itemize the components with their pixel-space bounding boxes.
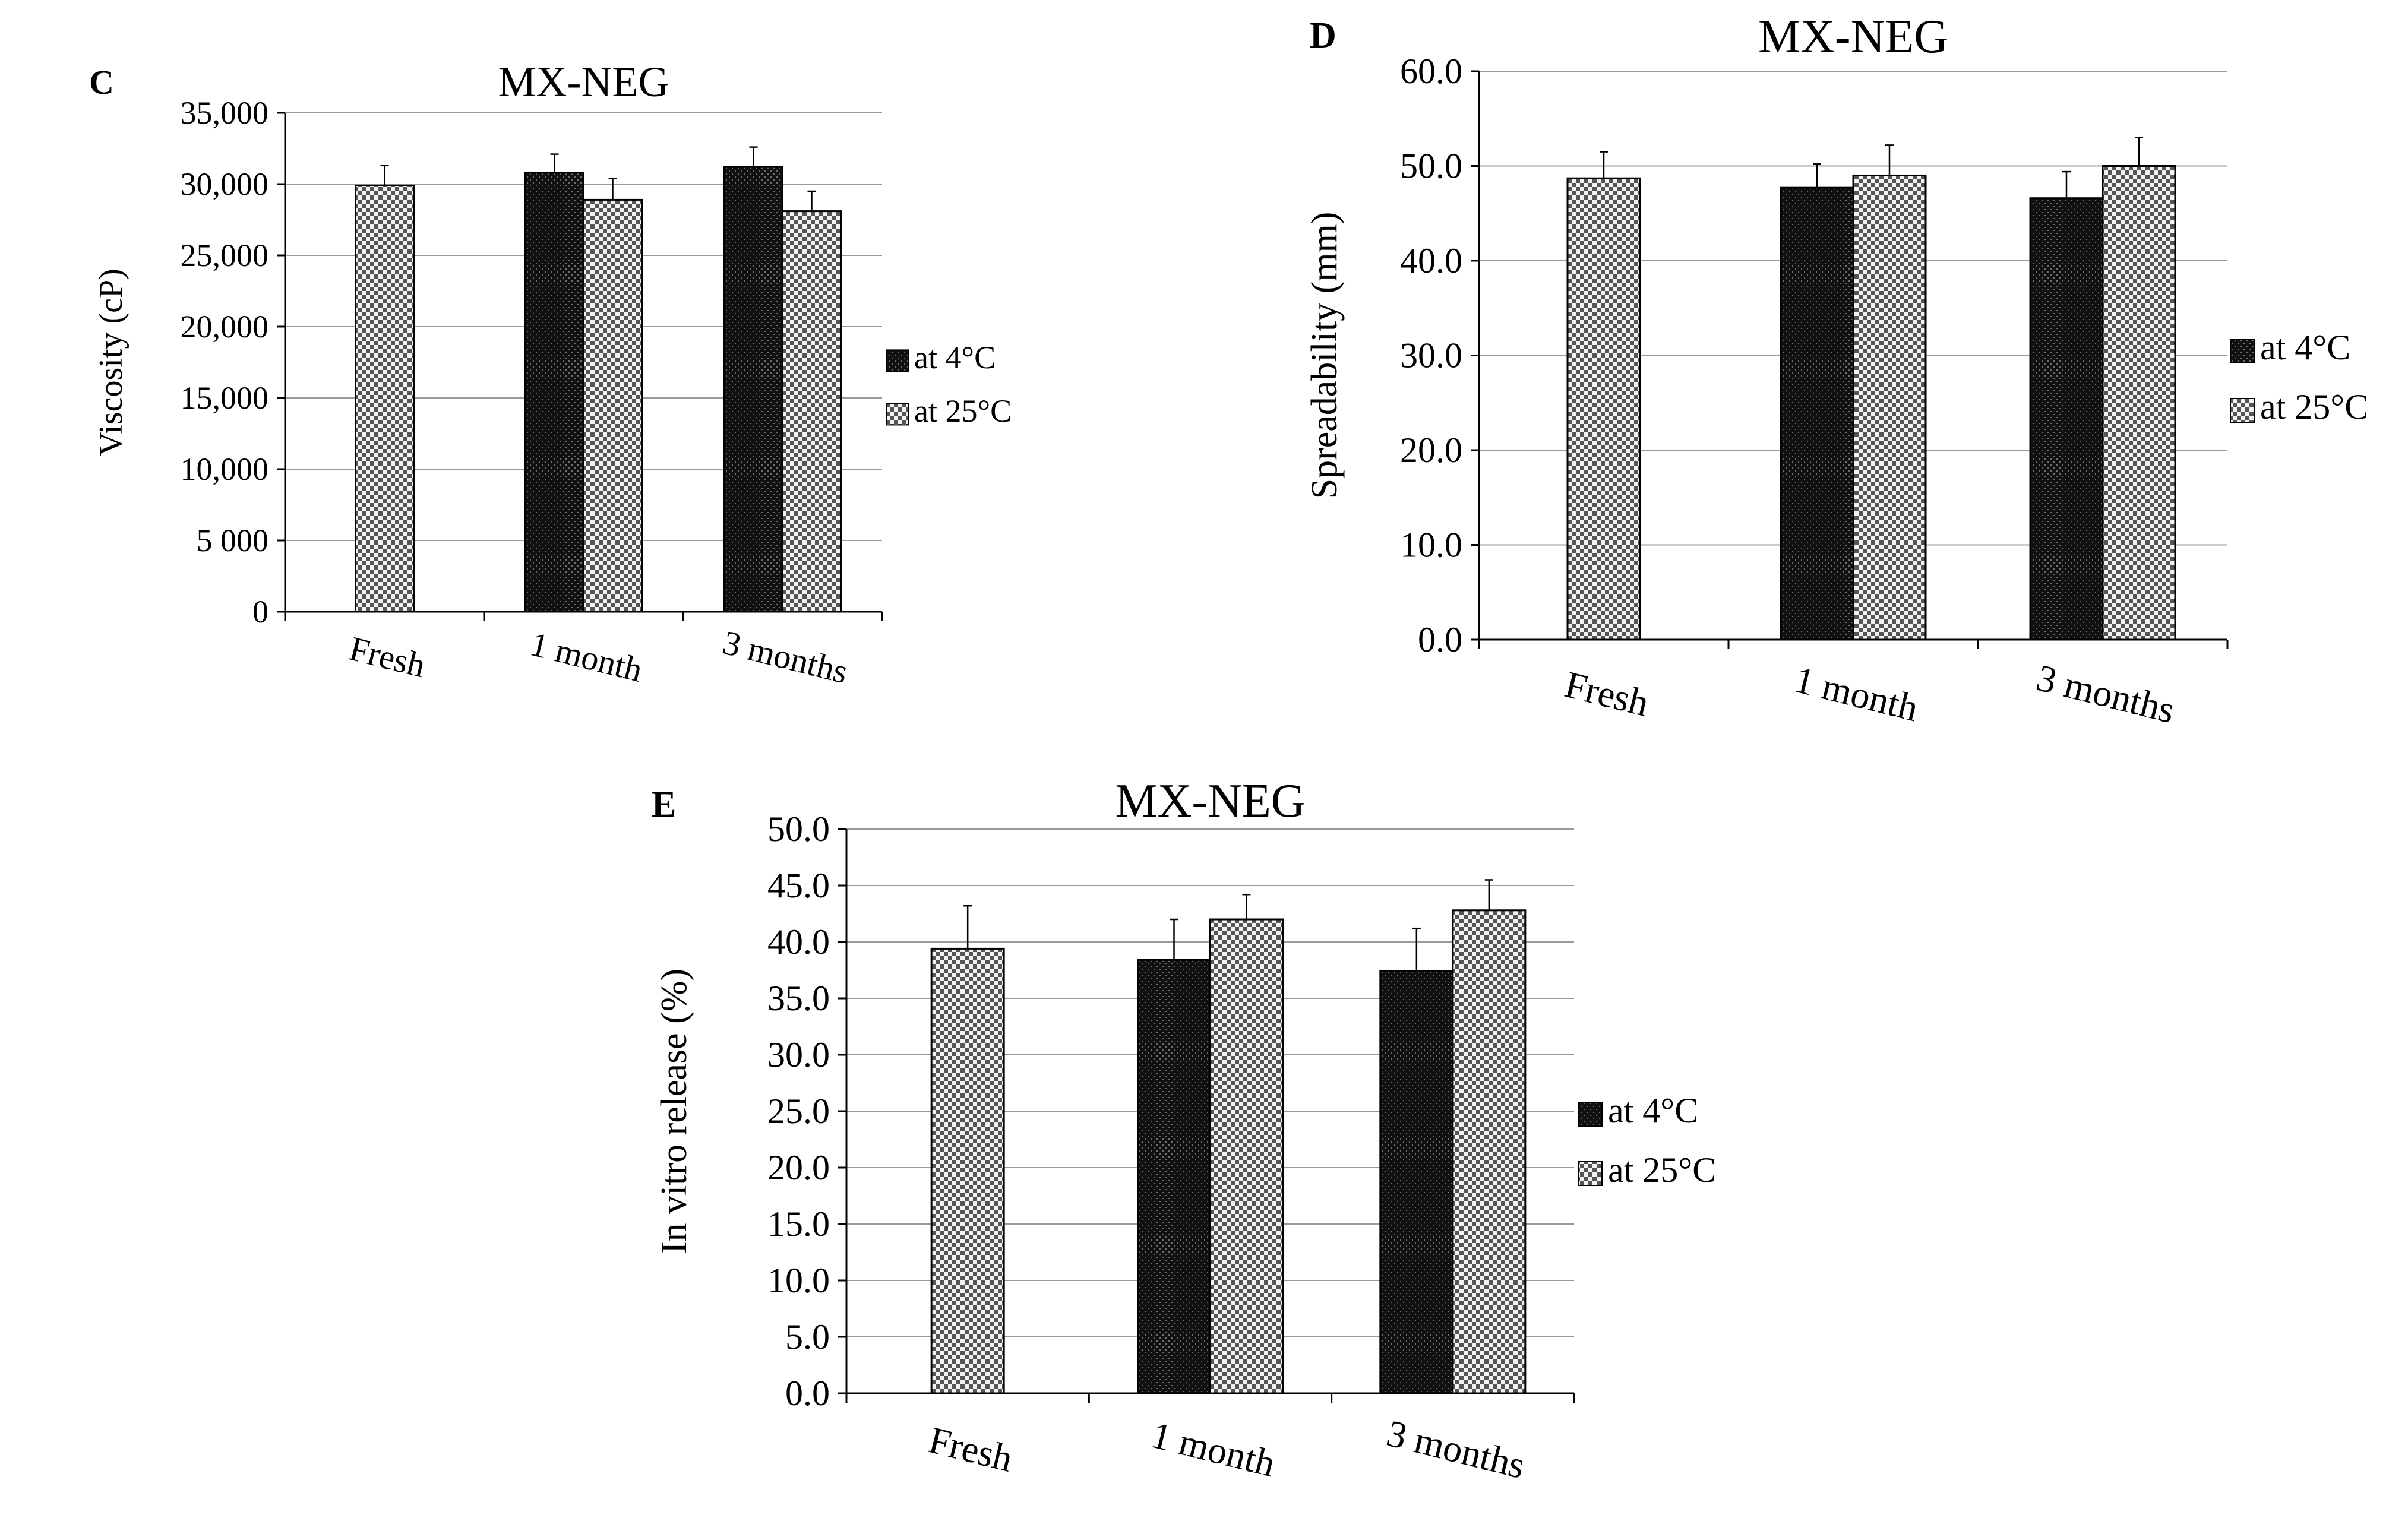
bar-at-25c (1566, 177, 1641, 641)
y-axis-label: In vitro release (%) (654, 969, 694, 1254)
legend-label-at-25c: at 25°C (914, 393, 1012, 429)
y-tick-label: 15.0 (767, 1204, 830, 1244)
y-tick-label: 50.0 (767, 809, 830, 849)
bar-at-25c (1209, 918, 1284, 1394)
legend-swatch-at-4c (1578, 1102, 1603, 1127)
x-tick-label: 1 month (1147, 1413, 1279, 1485)
legend: at 4°C at 25°C (1578, 1091, 1716, 1190)
y-axis-label: Spreadability (mm) (1304, 212, 1345, 499)
x-tick-label: 3 months (719, 623, 852, 691)
x-tick-label: Fresh (346, 629, 429, 685)
legend: at 4°C at 25°C (2230, 328, 2368, 426)
y-tick-label: 10.0 (1400, 525, 1462, 564)
bar-at-25c (930, 947, 1005, 1394)
y-tick-label: 20,000 (181, 309, 269, 344)
y-tick-label: 30.0 (1400, 336, 1462, 375)
y-tick-label: 30,000 (181, 166, 269, 202)
panel-label: C (89, 63, 114, 102)
bar-at-25c (583, 198, 643, 613)
chart-panel-d: D MX-NEG 0.0 10.0 20.0 30.0 40.0 50.0 60.0 Spread… (1304, 11, 2368, 731)
x-tick-label: 1 month (526, 624, 646, 689)
y-tick-label: 25.0 (767, 1092, 830, 1131)
y-tick-label: 5.0 (785, 1317, 830, 1356)
chart-title: MX-NEG (1758, 11, 1948, 63)
y-tick-label: 60.0 (1400, 52, 1462, 91)
bar-at-25c (1452, 909, 1527, 1394)
bar-at-4c (1379, 970, 1454, 1394)
y-tick-label: 50.0 (1400, 146, 1462, 185)
x-tick-label: 3 months (1383, 1412, 1530, 1487)
y-tick-label: 0 (252, 594, 268, 630)
legend-label-at-4c: at 4°C (2260, 328, 2350, 367)
legend-label-at-4c: at 4°C (1608, 1091, 1698, 1130)
y-tick-label: 40.0 (1400, 241, 1462, 280)
x-tick-label: Fresh (925, 1418, 1017, 1479)
bar-at-25c (782, 210, 842, 613)
legend-label-at-25c: at 25°C (1608, 1150, 1716, 1190)
y-tick-label: 0.0 (1418, 620, 1462, 659)
y-tick-label: 35,000 (181, 95, 269, 131)
bar-at-4c (1780, 186, 1854, 641)
chart-panel-e: E MX-NEG 0.0 5.0 10.0 15.0 20.0 25.0 30.0 35.0 40.… (652, 775, 1716, 1487)
x-tick-label: 3 months (2033, 656, 2179, 731)
y-tick-label: 10.0 (767, 1261, 830, 1300)
x-tick-label: 1 month (1790, 658, 1922, 729)
bar-at-4c (524, 172, 584, 613)
legend-label-at-25c: at 25°C (2260, 387, 2368, 426)
bar-at-4c (1137, 959, 1211, 1394)
y-tick-label: 15,000 (181, 380, 269, 416)
chart-title: MX-NEG (1115, 775, 1306, 827)
legend-swatch-at-25c (1578, 1161, 1603, 1186)
y-tick-label: 20.0 (1400, 431, 1462, 470)
y-tick-label: 0.0 (785, 1374, 830, 1413)
y-tick-label: 5 000 (197, 523, 269, 558)
bar-at-4c (723, 166, 783, 613)
chart-title: MX-NEG (498, 58, 669, 106)
legend-swatch-at-25c (2230, 398, 2255, 423)
y-tick-label: 40.0 (767, 922, 830, 962)
panel-label: D (1310, 15, 1336, 56)
bar-at-25c (2102, 165, 2176, 641)
chart-panel-c: C MX-NEG 0 5 000 10,000 15,000 20,000 25,000 30,… (89, 58, 1012, 691)
bar-at-4c (2029, 197, 2104, 641)
y-tick-label: 25,000 (181, 238, 269, 273)
legend-swatch-at-4c (886, 349, 909, 372)
y-tick-label: 10,000 (181, 451, 269, 487)
panel-label: E (652, 785, 676, 825)
legend-label-at-4c: at 4°C (914, 340, 996, 375)
legend-swatch-at-4c (2230, 339, 2255, 363)
y-tick-label: 45.0 (767, 866, 830, 905)
legend-swatch-at-25c (886, 403, 909, 426)
y-axis-label: Viscosity (cP) (93, 268, 129, 456)
y-tick-label: 20.0 (767, 1148, 830, 1187)
legend: at 4°C at 25°C (886, 340, 1012, 429)
bar-at-25c (355, 184, 415, 613)
y-tick-label: 30.0 (767, 1035, 830, 1074)
y-tick-label: 35.0 (767, 979, 830, 1018)
bar-at-25c (1852, 174, 1927, 641)
x-tick-label: Fresh (1561, 663, 1653, 724)
